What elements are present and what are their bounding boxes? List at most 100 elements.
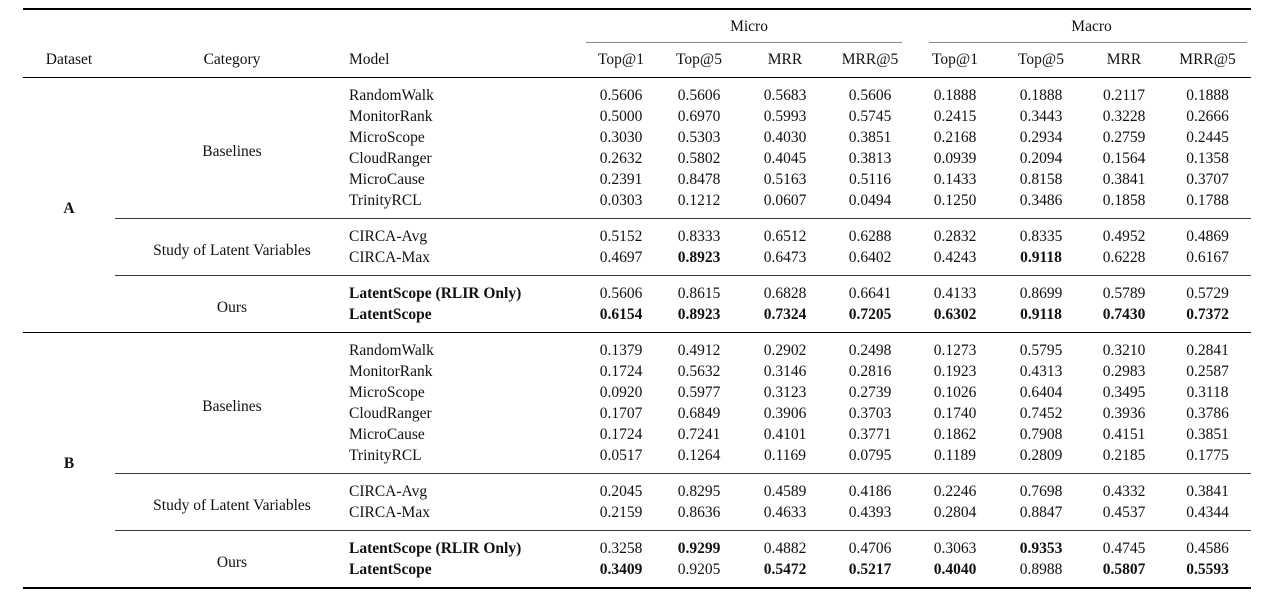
metric-value: 0.2045 [586, 473, 656, 502]
category-label: Ours [115, 530, 349, 588]
metric-value: 0.4040 [933, 561, 977, 578]
metric-value: 0.4151 [1102, 426, 1146, 443]
metric-value: 0.2666 [1186, 108, 1229, 125]
model-name: LatentScope [349, 306, 432, 323]
metric-value: 0.1788 [1186, 192, 1229, 209]
table-row: A Baselines RandomWalk 0.5606 0.5606 0.5683 0.… [23, 78, 1251, 217]
metric-value: 0.2498 [828, 332, 913, 361]
metric-value: 0.4633 [763, 504, 807, 521]
metric-value: 0.0517 [599, 447, 643, 464]
micro-mrr-column-header: MRR [742, 43, 828, 78]
dataset-label: B [23, 332, 115, 588]
model-name: TrinityRCL [349, 192, 422, 209]
metric-value: 0.2759 [1102, 129, 1146, 146]
table-row: Ours LatentScope (RLIR Only) 0.3258 0.9299 0… [23, 530, 1252, 588]
column-header-row: Dataset Category Model Top@1 Top@5 MRR M… [23, 43, 1252, 78]
metric-value: 0.6970 [677, 108, 721, 125]
metric-value: 0.1707 [599, 405, 643, 422]
macro-mrr5-column-header: MRR@5 [1164, 43, 1252, 78]
metric-value: 0.1724 [599, 426, 643, 443]
metric-value: 0.3228 [1102, 108, 1146, 125]
metric-value: 0.4045 [763, 150, 807, 167]
metric-value: 0.3123 [763, 384, 807, 401]
metric-value: 0.1169 [763, 447, 807, 464]
metric-value: 0.1724 [599, 363, 643, 380]
metric-value: 0.6228 [1102, 249, 1146, 266]
metric-value: 0.5807 [1102, 561, 1146, 578]
metric-value: 0.5993 [763, 108, 807, 125]
metric-value: 0.7324 [763, 306, 807, 323]
model-name: CIRCA-Avg [349, 218, 586, 247]
metric-value: 0.0494 [848, 192, 892, 209]
metric-value: 0.9118 [1020, 306, 1062, 323]
table-row: TrinityRCL 0.0517 0.1264 0.1169 0.0795 0.1189… [23, 445, 1251, 474]
metric-value: 0.1189 [933, 447, 977, 464]
table-row: MonitorRank 0.5000 0.6970 0.5993 0.5745 0.241… [23, 106, 1251, 127]
model-name: CIRCA-Avg [349, 473, 586, 502]
metric-value: 0.4589 [742, 473, 828, 502]
macro-top5-column-header: Top@5 [998, 43, 1085, 78]
metric-value: 0.6473 [763, 249, 807, 266]
category-label: Baselines [115, 332, 349, 474]
metric-value: 0.4313 [1019, 363, 1063, 380]
metric-value: 0.2983 [1102, 363, 1146, 380]
metric-group-header-row: Micro Macro [23, 9, 1251, 43]
metric-value: 0.6288 [828, 218, 913, 247]
metric-value: 0.2587 [1186, 363, 1229, 380]
category-label: Study of Latent Variables [115, 473, 349, 531]
metric-value: 0.1264 [677, 447, 721, 464]
metric-value: 0.1923 [933, 363, 977, 380]
metric-value: 0.8615 [656, 275, 742, 304]
metric-value: 0.5303 [677, 129, 721, 146]
metric-value: 0.5606 [599, 87, 643, 104]
model-name: RandomWalk [349, 332, 586, 361]
model-name: TrinityRCL [349, 447, 422, 464]
metric-value: 0.6828 [742, 275, 828, 304]
results-body: A Baselines RandomWalk 0.5606 0.5606 0.5683 0.… [23, 78, 1252, 588]
metric-value: 0.2415 [933, 108, 977, 125]
metric-value: 0.5606 [848, 87, 892, 104]
metric-value: 0.1379 [586, 332, 656, 361]
metric-value: 0.9205 [677, 561, 721, 578]
table-row: MonitorRank 0.1724 0.5632 0.3146 0.2816 0.192… [23, 361, 1251, 382]
metric-value: 0.7430 [1102, 306, 1146, 323]
results-table-wrapper: Micro Macro Dataset Category Model Top@1… [23, 8, 1252, 589]
metric-value: 0.4952 [1084, 218, 1165, 247]
metric-value: 0.2094 [1019, 150, 1063, 167]
table-row: LatentScope 0.6154 0.8923 0.7324 0.7205 0.630… [23, 304, 1251, 333]
metric-value: 0.1358 [1186, 150, 1229, 167]
metric-value: 0.5745 [848, 108, 892, 125]
metric-value: 0.1775 [1186, 447, 1229, 464]
metric-value: 0.1250 [933, 192, 977, 209]
metric-value: 0.5152 [586, 218, 656, 247]
model-name: MonitorRank [349, 363, 433, 380]
category-label: Ours [115, 275, 349, 333]
category-column-header: Category [115, 43, 349, 78]
dataset-label: A [63, 200, 75, 217]
metric-value: 0.4101 [763, 426, 807, 443]
metric-value: 0.7241 [677, 426, 721, 443]
metric-value: 0.8988 [1019, 561, 1063, 578]
table-row: CloudRanger 0.2632 0.5802 0.4045 0.3813 0.093… [23, 148, 1251, 169]
metric-value: 0.3851 [1186, 426, 1229, 443]
metric-value: 0.4332 [1084, 473, 1165, 502]
metric-value: 0.5217 [848, 561, 892, 578]
metric-value: 0.2391 [599, 171, 643, 188]
table-row: Ours LatentScope (RLIR Only) 0.5606 0.8615 0… [23, 275, 1252, 333]
metric-value: 0.6302 [933, 306, 977, 323]
metric-value: 0.7908 [1019, 426, 1063, 443]
metric-value: 0.5729 [1164, 275, 1252, 304]
metric-value: 0.2632 [599, 150, 643, 167]
metric-value: 0.6849 [677, 405, 721, 422]
metric-value: 0.4869 [1164, 218, 1252, 247]
metric-value: 0.6404 [1019, 384, 1063, 401]
metric-value: 0.3118 [1186, 384, 1229, 401]
metric-value: 0.0303 [599, 192, 643, 209]
metric-value: 0.3409 [599, 561, 643, 578]
micro-top5-column-header: Top@5 [656, 43, 742, 78]
metric-value: 0.4697 [599, 249, 643, 266]
metric-value: 0.3443 [1019, 108, 1063, 125]
metric-value: 0.1212 [677, 192, 721, 209]
metric-value: 0.8923 [677, 306, 721, 323]
model-name: MicroScope [349, 129, 425, 146]
